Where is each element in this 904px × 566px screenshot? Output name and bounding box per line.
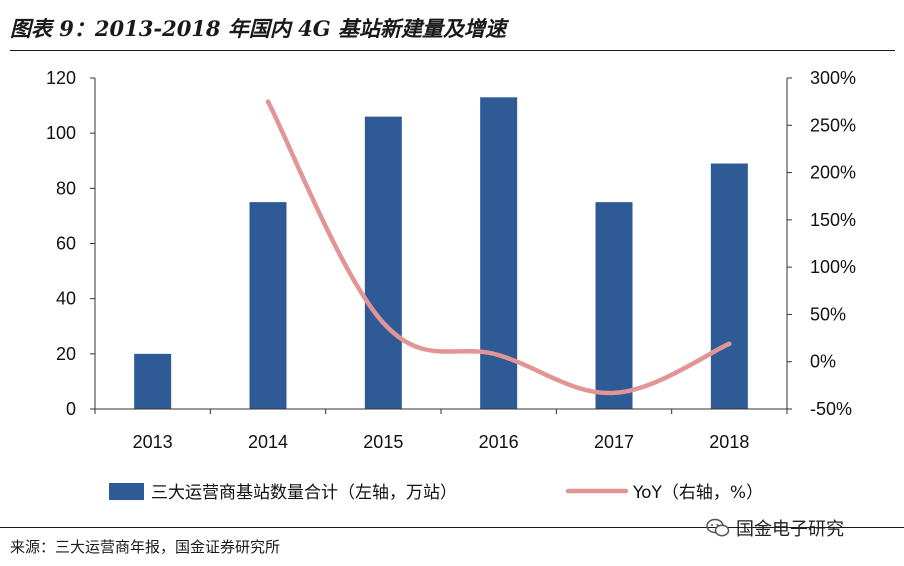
bar-2017 (595, 202, 633, 409)
line-series (265, 99, 732, 396)
right-tick-label: 300% (810, 68, 856, 88)
left-tick-label: 80 (56, 178, 76, 198)
watermark-text: 国金电子研究 (736, 519, 844, 540)
right-tick-label: -50% (810, 399, 852, 419)
legend: 三大运营商基站数量合计（左轴，万站） YoY（右轴，%） (109, 483, 763, 503)
x-tick-label: 2017 (594, 432, 634, 452)
left-tick-label: 40 (56, 289, 76, 309)
right-tick-label: 200% (810, 163, 856, 183)
x-tick-label: 2015 (363, 432, 403, 452)
x-tick-label: 2018 (709, 432, 749, 452)
left-tick-label: 20 (56, 344, 76, 364)
left-tick-label: 100 (46, 123, 76, 143)
bar-2015 (364, 116, 402, 409)
right-tick-label: 250% (810, 115, 856, 135)
bar-2013 (134, 353, 172, 409)
right-tick-label: 150% (810, 210, 856, 230)
x-tick-label: 2016 (479, 432, 519, 452)
figure-title: 图表 9：2013-2018 年国内 4G 基站新建量及增速 (10, 16, 507, 41)
title-divider (10, 50, 895, 51)
legend-line-label: YoY（右轴，%） (632, 483, 763, 503)
wechat-icon (706, 518, 730, 537)
legend-bar-label: 三大运营商基站数量合计（左轴，万站） (151, 483, 457, 503)
left-tick-label: 60 (56, 234, 76, 254)
left-tick-label: 0 (66, 399, 76, 419)
right-tick-label: 0% (810, 352, 836, 372)
watermark: 国金电子研究 (706, 516, 844, 540)
bar-2018 (710, 163, 748, 409)
bar-2016 (480, 97, 518, 409)
right-tick-label: 100% (810, 257, 856, 277)
x-tick-label: 2013 (133, 432, 173, 452)
axes: 0 20 40 60 80 100 120 -50% 0% 50% 100% 150% 200% 250%… (46, 68, 856, 452)
bar-2014 (249, 202, 287, 409)
left-tick-label: 120 (46, 68, 76, 88)
bar-series (134, 97, 748, 409)
right-tick-label: 50% (810, 304, 846, 324)
yoy-line (265, 99, 732, 396)
source-divider (0, 527, 904, 528)
source-note: 来源：三大运营商年报，国金证券研究所 (10, 538, 281, 556)
legend-bar-swatch (109, 483, 144, 500)
x-tick-label: 2014 (248, 432, 288, 452)
